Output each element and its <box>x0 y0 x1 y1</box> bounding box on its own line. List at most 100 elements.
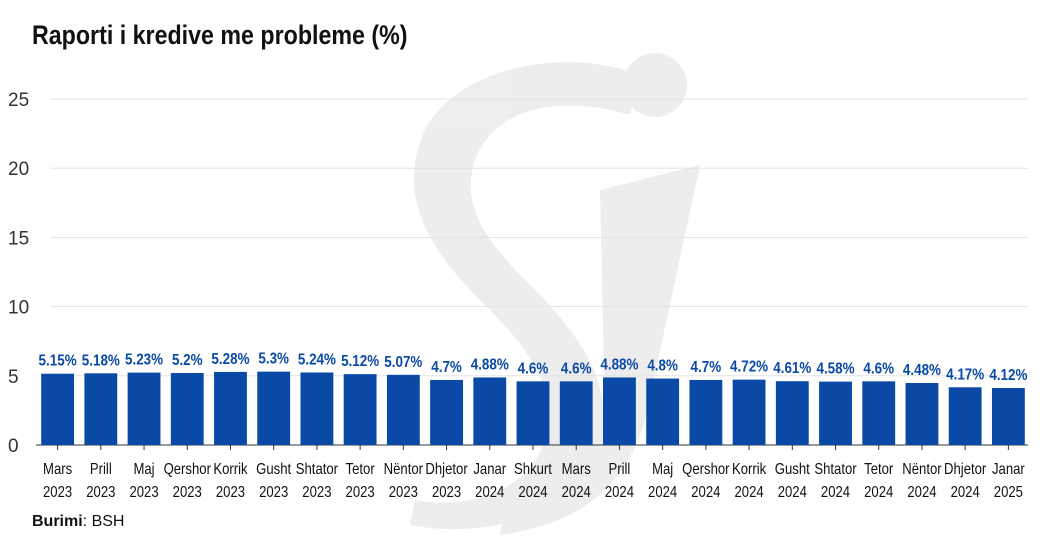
x-axis-ticks: Mars 2023 Prill 2023 Maj 2023 Qershor 2023 Korri… <box>43 445 1025 501</box>
x-tick-label-year: 2023 <box>432 484 461 501</box>
data-label: 5.23% <box>125 352 163 369</box>
data-label: 5.28% <box>211 351 249 368</box>
x-tick-label-year: 2024 <box>691 484 720 501</box>
data-label: 5.15% <box>39 353 77 370</box>
y-tick-label: 10 <box>8 298 29 319</box>
x-tick-label-year: 2024 <box>821 484 850 501</box>
data-label: 4.72% <box>730 359 768 376</box>
data-label: 4.6% <box>561 360 592 377</box>
y-tick-label: 5 <box>8 367 19 388</box>
bar <box>300 372 334 445</box>
bar <box>646 378 680 445</box>
x-tick-label-month: Mars <box>43 461 72 478</box>
x-tick-label-month: Dhjetor <box>944 461 986 478</box>
data-label: 4.12% <box>989 367 1027 384</box>
source-value: BSH <box>91 513 125 530</box>
x-tick-label-year: 2024 <box>951 484 980 501</box>
x-tick-label-month: Korrik <box>213 461 248 478</box>
data-label: 5.18% <box>82 352 120 369</box>
bar <box>775 381 809 445</box>
x-tick-label-year: 2024 <box>734 484 763 501</box>
bar <box>732 379 766 445</box>
bar <box>84 373 118 445</box>
data-label: 5.2% <box>172 352 203 369</box>
x-tick-label-month: Prill <box>609 461 631 478</box>
data-label: 4.17% <box>946 366 984 383</box>
x-tick-label-month: Maj <box>133 461 154 478</box>
data-label: 5.07% <box>384 354 422 371</box>
x-tick-label-month: Shtator <box>814 461 856 478</box>
x-tick-label-year: 2024 <box>562 484 591 501</box>
data-label: 4.61% <box>773 360 811 377</box>
data-label: 4.58% <box>816 361 854 378</box>
bar <box>343 374 377 445</box>
x-tick-label-year: 2024 <box>648 484 677 501</box>
y-axis-ticks: 0 5 10 15 20 25 <box>8 90 29 457</box>
data-label: 5.24% <box>298 351 336 368</box>
x-tick-label-month: Janar <box>473 461 506 478</box>
source-label: Burimi <box>32 513 83 530</box>
x-tick-label-year: 2023 <box>43 484 72 501</box>
bar <box>257 371 291 445</box>
bar <box>430 379 463 445</box>
source-note: Burimi: BSH <box>32 513 125 530</box>
x-tick-label-month: Nëntor <box>902 461 941 478</box>
bar <box>214 371 247 445</box>
y-tick-label: 20 <box>8 159 29 180</box>
data-label: 4.88% <box>471 356 509 373</box>
x-tick-label-year: 2023 <box>259 484 288 501</box>
x-tick-label-month: Qershor <box>682 461 729 478</box>
bar <box>991 387 1025 445</box>
data-label: 5.3% <box>258 351 289 368</box>
bar <box>516 381 550 445</box>
y-tick-label: 0 <box>8 436 19 457</box>
x-tick-label-year: 2025 <box>994 484 1023 501</box>
data-label: 4.6% <box>518 360 549 377</box>
data-labels: 5.15% 5.18% 5.23% 5.2% 5.28% 5.3% 5.24% 5.12% 5.… <box>39 351 1028 385</box>
data-label: 4.88% <box>600 356 638 373</box>
bar <box>819 381 852 445</box>
x-tick-label-month: Shtator <box>296 461 338 478</box>
x-tick-label-year: 2023 <box>346 484 375 501</box>
x-tick-label-year: 2024 <box>475 484 504 501</box>
x-tick-label-month: Prill <box>90 461 112 478</box>
x-tick-label-year: 2023 <box>173 484 202 501</box>
x-tick-label-year: 2023 <box>389 484 418 501</box>
x-tick-label-month: Mars <box>562 461 591 478</box>
bar <box>559 381 593 445</box>
x-tick-label-year: 2023 <box>86 484 115 501</box>
x-tick-label-month: Maj <box>652 461 673 478</box>
y-tick-label: 25 <box>8 90 29 111</box>
x-tick-label-year: 2024 <box>518 484 547 501</box>
bar <box>170 373 204 445</box>
x-tick-label-year: 2023 <box>216 484 245 501</box>
y-tick-label: 15 <box>8 228 29 249</box>
x-tick-label-year: 2023 <box>302 484 331 501</box>
data-label: 5.12% <box>341 353 379 370</box>
x-tick-label-year: 2024 <box>605 484 634 501</box>
bar <box>473 377 507 445</box>
x-tick-label-year: 2024 <box>778 484 807 501</box>
chart-title: Raporti i kredive me probleme (%) <box>32 20 408 50</box>
x-tick-label-year: 2023 <box>129 484 158 501</box>
data-label: 4.7% <box>691 359 722 376</box>
bar <box>41 373 75 445</box>
data-label: 4.6% <box>863 360 894 377</box>
x-tick-label-month: Qershor <box>164 461 211 478</box>
data-label: 4.48% <box>903 362 941 379</box>
x-tick-label-month: Korrik <box>732 461 767 478</box>
bar <box>603 377 636 445</box>
x-tick-label-month: Tetor <box>346 461 375 478</box>
data-label: 4.8% <box>647 358 678 375</box>
x-tick-label-year: 2024 <box>907 484 936 501</box>
x-tick-label-month: Shkurt <box>514 461 552 478</box>
x-tick-label-month: Tetor <box>864 461 893 478</box>
x-tick-label-month: Janar <box>992 461 1025 478</box>
x-tick-label-month: Dhjetor <box>425 461 467 478</box>
bar <box>386 374 420 445</box>
bar <box>862 381 896 445</box>
bar <box>905 382 939 445</box>
x-tick-label-year: 2024 <box>864 484 893 501</box>
data-label: 4.7% <box>431 359 462 376</box>
